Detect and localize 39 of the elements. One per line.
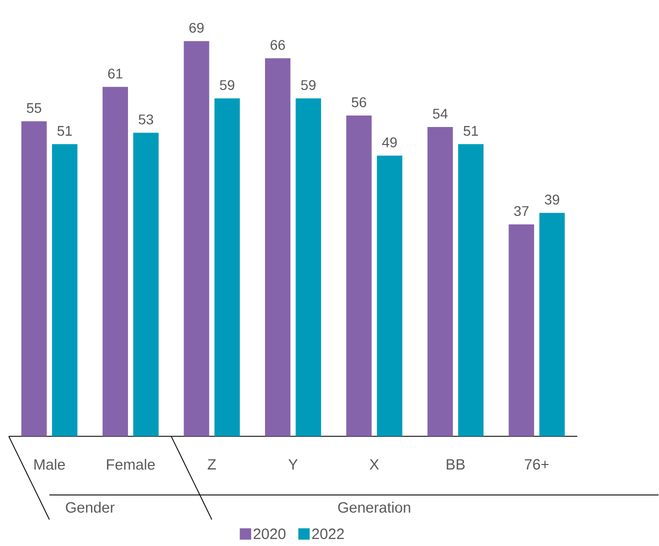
bar: [184, 41, 210, 436]
data-label: 39: [544, 194, 560, 205]
data-label: 51: [57, 126, 72, 136]
bar: [21, 121, 47, 436]
data-label: 51: [464, 126, 478, 136]
bar: [346, 116, 372, 436]
text: Gender: [66, 502, 115, 513]
bar: [458, 144, 484, 436]
bar: [133, 132, 159, 436]
bar: [427, 127, 453, 436]
data-label: 55: [26, 103, 42, 114]
legend-label: 2020: [254, 528, 286, 540]
x-tick-label: Female: [106, 458, 155, 470]
data-label: 61: [108, 68, 122, 79]
data-label: 53: [138, 114, 154, 124]
bar: [214, 98, 240, 436]
data-label: 54: [432, 108, 448, 119]
x-tick-label: 76+: [524, 459, 549, 470]
data-label: 56: [352, 97, 366, 108]
bar: [265, 58, 290, 436]
x-tick-label: BB: [446, 459, 465, 470]
x-tick-label: Male: [34, 458, 65, 470]
bar: [102, 87, 128, 436]
data-label: 69: [189, 22, 204, 33]
bar: [296, 98, 322, 436]
data-label: 59: [220, 80, 234, 90]
data-label: 49: [382, 137, 397, 148]
text: Generation: [338, 502, 410, 513]
data-label: 59: [301, 80, 316, 90]
bar: [376, 156, 402, 436]
x-tick-label: X: [370, 459, 379, 470]
x-tick-label: Y: [288, 459, 298, 470]
x-tick-label: Z: [208, 459, 216, 470]
bar: [52, 144, 78, 436]
data-label: 66: [270, 40, 285, 50]
bar: [539, 213, 565, 436]
data-label: 37: [514, 206, 528, 216]
bar: [508, 224, 534, 436]
legend-label: 2022: [312, 528, 344, 540]
